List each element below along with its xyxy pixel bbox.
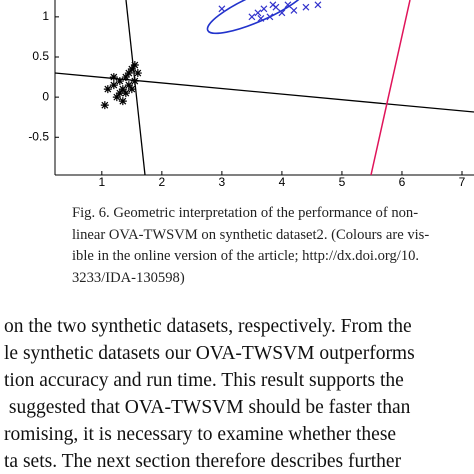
data-point — [115, 77, 124, 86]
data-point — [121, 73, 130, 82]
data-point — [278, 9, 286, 17]
text-line: ta sets. The next section therefore desc… — [4, 451, 402, 472]
x-tick-label: 5 — [339, 175, 346, 189]
caption-line: linear OVA-TWSVM on synthetic dataset2. … — [72, 226, 430, 243]
y-tick-label: 0 — [42, 89, 49, 103]
text-line: suggested that OVA-TWSVM should be faste… — [4, 397, 411, 418]
x-tick-label: 1 — [98, 175, 105, 189]
data-point — [314, 1, 322, 9]
data-point — [118, 85, 127, 94]
data-point — [124, 81, 133, 90]
x-tick-label: 7 — [459, 175, 466, 189]
data-point — [121, 89, 130, 98]
y-tick-label: -0.5 — [28, 129, 49, 143]
text-line: tion accuracy and run time. This result … — [4, 370, 404, 391]
data-point — [302, 3, 310, 11]
data-point — [100, 101, 109, 110]
text-line: on the two synthetic datasets, respectiv… — [4, 316, 412, 337]
data-point — [103, 85, 112, 94]
y-tick-label: 0.5 — [32, 49, 49, 63]
x-tick-label: 2 — [159, 175, 166, 189]
data-point — [130, 77, 139, 86]
data-point — [127, 85, 136, 94]
caption-line: Fig. 6. Geometric interpretation of the … — [72, 205, 419, 221]
data-point — [269, 1, 277, 9]
body-text: on the two synthetic datasets, respectiv… — [4, 313, 415, 474]
data-point — [266, 13, 274, 21]
figure-caption: Fig. 6. Geometric interpretation of the … — [72, 203, 474, 289]
class-ellipse — [206, 0, 310, 35]
data-point — [109, 81, 118, 90]
data-point — [118, 97, 127, 106]
data-point — [248, 13, 256, 21]
data-point — [115, 89, 124, 98]
data-point — [112, 93, 121, 102]
data-point — [254, 9, 262, 17]
y-tick-label: 1 — [42, 9, 49, 23]
data-point — [257, 15, 265, 22]
data-point — [284, 1, 292, 9]
x-tick-label: 6 — [399, 175, 406, 189]
caption-line: 3233/IDA-130598) — [72, 269, 185, 286]
data-point — [127, 65, 136, 74]
caption-line: ible in the online version of the articl… — [72, 248, 420, 264]
x-tick-label: 4 — [279, 175, 286, 189]
data-point — [124, 69, 133, 78]
boundary-line — [125, 0, 146, 176]
data-point — [130, 61, 139, 70]
data-point — [109, 73, 118, 82]
data-point — [290, 7, 298, 14]
data-point — [133, 69, 142, 78]
figure: 1 2 3 4 5 6 7 1 0.5 0 -0.5 — [28, 0, 474, 189]
data-point — [260, 5, 268, 13]
boundary-line — [370, 0, 411, 176]
data-point — [218, 5, 226, 13]
boundary-line — [54, 72, 474, 113]
text-line: romising, it is necessary to examine whe… — [4, 424, 397, 445]
text-line: le synthetic datasets our OVA-TWSVM outp… — [4, 343, 415, 364]
x-tick-label: 3 — [219, 175, 226, 189]
